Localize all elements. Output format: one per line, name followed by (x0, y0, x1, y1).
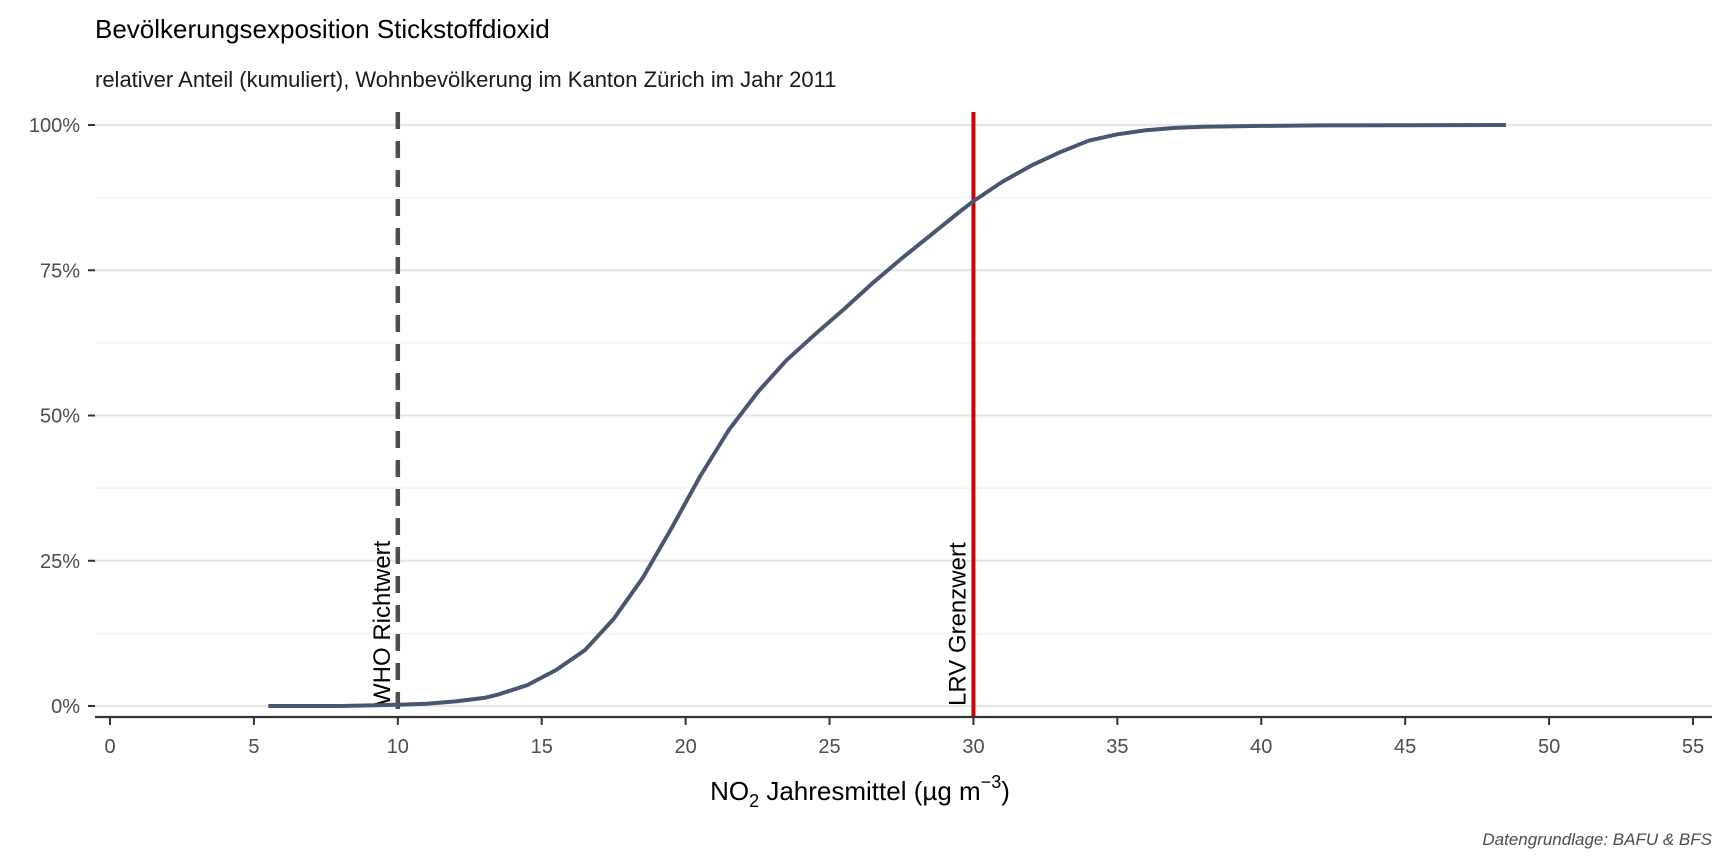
x-tick-label-9: 45 (1394, 736, 1416, 758)
y-tick-label-3: 75% (40, 260, 80, 282)
x-axis-label-sub: 2 (749, 791, 759, 811)
x-tick-label-4: 20 (675, 736, 697, 758)
grid-layer (95, 123, 1712, 708)
chart-title: Bevölkerungsexposition Stickstoffdioxid (95, 14, 550, 44)
series-line-0 (268, 123, 1506, 708)
x-tick-label-6: 30 (962, 736, 984, 758)
x-tick-label-7: 35 (1106, 736, 1128, 758)
axis-layer: 0 5 10 15 20 25 30 35 40 45 50 55 0% 25% 50% 75% 100% (29, 115, 1712, 758)
reference-line-label-1: LRV Grenzwert (944, 542, 971, 706)
y-tick-label-4: 100% (29, 115, 80, 137)
x-axis-label-post: ) (1001, 776, 1010, 806)
y-tick-label-2: 50% (40, 406, 80, 428)
reference-line-label-0: WHO Richtwert (369, 540, 396, 706)
x-axis-label-mid: Jahresmittel (µg m (759, 776, 981, 806)
x-tick-label-10: 50 (1538, 736, 1560, 758)
x-tick-label-11: 55 (1682, 736, 1704, 758)
x-axis-label: NO2 Jahresmittel (µg m−3) (710, 772, 1010, 811)
x-tick-label-8: 40 (1250, 736, 1272, 758)
x-tick-label-0: 0 (104, 736, 115, 758)
x-tick-label-2: 10 (387, 736, 409, 758)
reference-lines: WHO Richtwert LRV Grenzwert (369, 112, 976, 717)
series-layer (268, 123, 1506, 708)
x-axis-label-pre: NO (710, 776, 749, 806)
x-tick-label-5: 25 (818, 736, 840, 758)
chart-subtitle: relativer Anteil (kumuliert), Wohnbevölk… (95, 67, 836, 92)
x-tick-label-3: 15 (531, 736, 553, 758)
x-tick-label-1: 5 (248, 736, 259, 758)
x-axis-label-sup: −3 (981, 772, 1002, 792)
y-tick-label-0: 0% (51, 696, 80, 718)
y-tick-label-1: 25% (40, 551, 80, 573)
chart-caption: Datengrundlage: BAFU & BFS (1482, 830, 1712, 849)
